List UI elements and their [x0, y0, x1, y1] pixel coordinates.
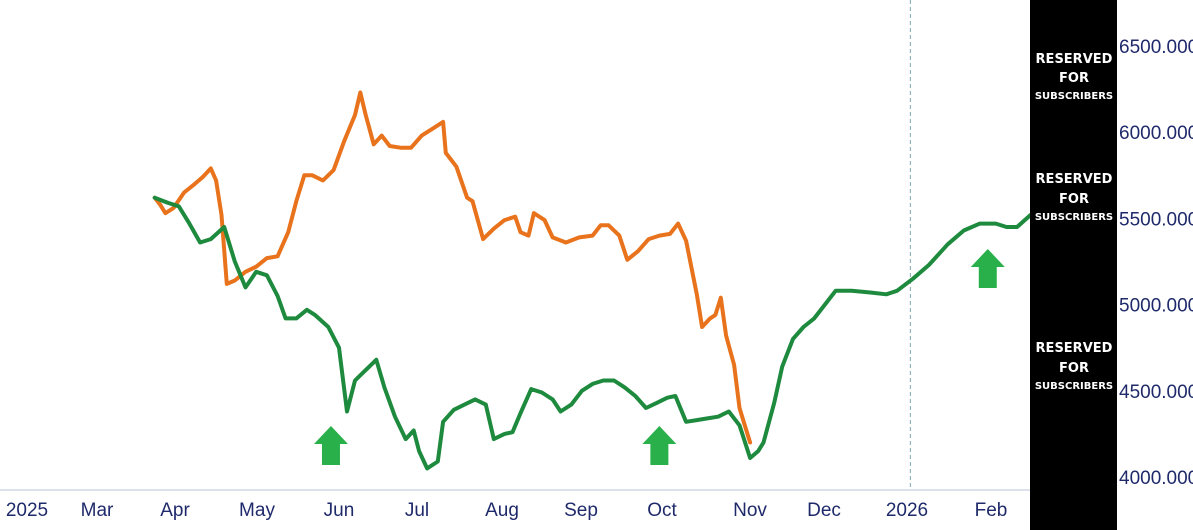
x-tick-label: Mar	[81, 500, 114, 521]
x-tick-label: Sep	[564, 500, 598, 521]
series-line-1	[152, 90, 753, 445]
reserved-text: RESERVED	[1036, 341, 1113, 356]
up-arrow-icon	[313, 426, 348, 465]
reserved-block-1: RESERVED FOR SUBSCRIBERS	[1035, 52, 1113, 102]
y-tick-label: 6500.000	[1119, 37, 1193, 58]
reserved-text: RESERVED	[1036, 52, 1113, 67]
marker-layer	[313, 249, 1005, 465]
x-tick-label: May	[239, 500, 275, 521]
x-tick-label: Aug	[485, 500, 519, 521]
reserved-block-3: RESERVED FOR SUBSCRIBERS	[1035, 341, 1113, 392]
reserved-text: FOR	[1059, 192, 1089, 207]
reserved-text: SUBSCRIBERS	[1035, 381, 1113, 392]
x-tick-label: Jun	[324, 500, 355, 521]
x-tick-label: 2026	[886, 500, 928, 521]
y-tick-label: 4000.000	[1119, 468, 1193, 489]
series-line-2	[152, 195, 1046, 471]
reserved-text: FOR	[1059, 361, 1089, 376]
y-tick-label: 4500.000	[1119, 382, 1193, 403]
subscriber-overlay	[1030, 0, 1117, 530]
x-tick-label: Oct	[647, 500, 677, 521]
reserved-text: SUBSCRIBERS	[1035, 212, 1113, 223]
up-arrow-icon	[642, 426, 677, 465]
x-tick-label: Dec	[807, 500, 841, 521]
x-tick-label: Feb	[975, 500, 1008, 521]
plot-area	[152, 0, 1046, 490]
x-axis: 2025 Mar Apr May Jun Jul Aug Sep Oct Nov Dec 2026 Fe…	[0, 489, 1030, 521]
y-tick-label: 6000.000	[1119, 123, 1193, 144]
x-tick-label: Jul	[405, 500, 429, 521]
y-tick-label: 5500.000	[1119, 209, 1193, 230]
up-arrow-icon	[970, 249, 1005, 288]
x-tick-label: Apr	[160, 500, 190, 521]
y-axis: 6500.000 6000.000 5500.000 5000.000 4500.000…	[1119, 37, 1193, 489]
reserved-text: FOR	[1059, 71, 1089, 86]
x-tick-label: 2025	[6, 500, 48, 521]
reserved-text: RESERVED	[1036, 172, 1113, 187]
reserved-block-2: RESERVED FOR SUBSCRIBERS	[1035, 172, 1113, 223]
x-tick-label: Nov	[733, 500, 767, 521]
reserved-text: SUBSCRIBERS	[1035, 91, 1113, 102]
y-tick-label: 5000.000	[1119, 296, 1193, 317]
